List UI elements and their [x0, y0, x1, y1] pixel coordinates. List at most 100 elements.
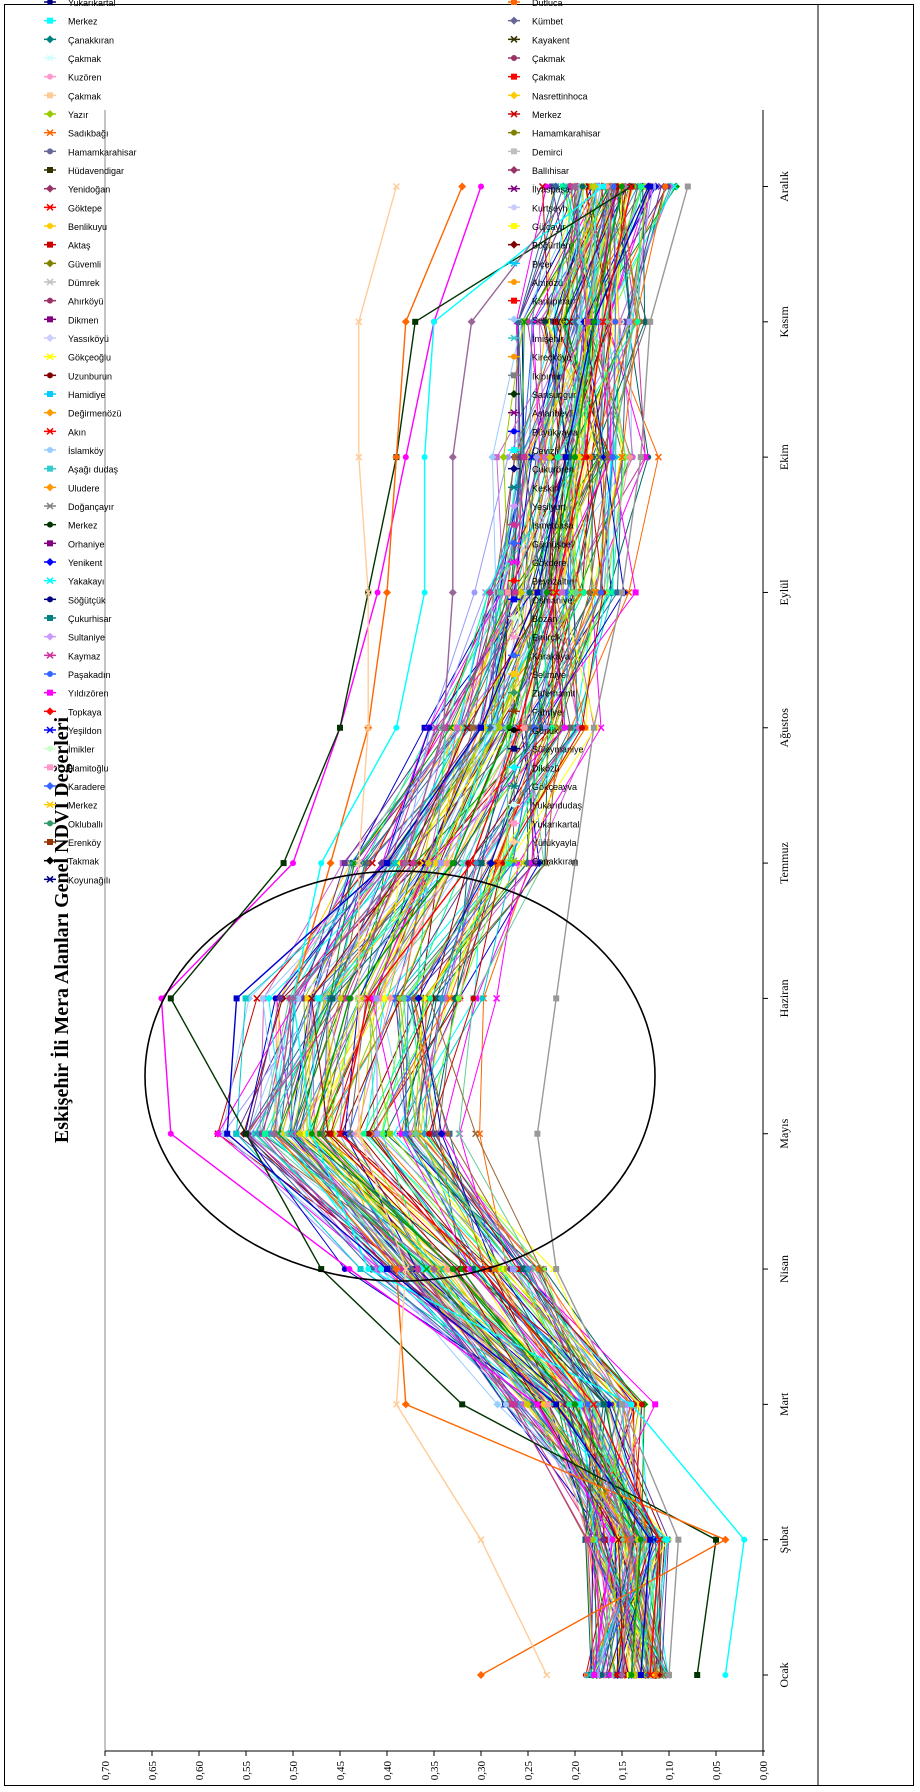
data-point [590, 1400, 598, 1408]
data-point [46, 110, 54, 118]
data-point [619, 1401, 625, 1408]
peak-ellipse [144, 870, 656, 1282]
y-tick-label: 0,70 [100, 1761, 112, 1781]
data-point [675, 1536, 682, 1543]
data-point [424, 995, 431, 1002]
data-point [315, 995, 322, 1002]
series-line [358, 186, 548, 1676]
legend-label: Dümrek [68, 278, 100, 288]
legend-label: Merkez [68, 801, 98, 811]
data-point [437, 1265, 445, 1273]
data-point [577, 1401, 584, 1408]
data-point [543, 1671, 551, 1679]
data-point [467, 317, 476, 326]
series-line [442, 186, 656, 1676]
legend-label: Beyazaltın [532, 577, 574, 587]
data-point [46, 427, 54, 435]
data-point [511, 297, 517, 304]
legend-label: Gökçeoğlu [68, 353, 111, 363]
data-point [485, 723, 494, 732]
data-point [592, 588, 600, 596]
data-point [518, 859, 527, 867]
data-point [47, 372, 53, 379]
legend-label: Benlikuyu [68, 222, 107, 232]
data-point [585, 318, 592, 325]
legend-label: Emircik [532, 633, 562, 643]
data-point [402, 454, 409, 461]
series-line [293, 186, 612, 1676]
legend-label: Doğançayır [68, 502, 114, 512]
legend-label: Kireçköyü [532, 353, 572, 363]
data-point [506, 860, 513, 867]
legend-label: Yürükyayla [532, 838, 577, 848]
legend-label: İsmetpaşa [532, 521, 574, 531]
data-point [357, 1266, 364, 1273]
x-tick-label: Nisan [777, 1255, 791, 1283]
data-point [213, 1129, 222, 1138]
data-point [399, 994, 408, 1003]
data-point [584, 1401, 591, 1408]
data-point [253, 994, 261, 1002]
data-point [622, 1536, 631, 1544]
data-point [575, 454, 582, 461]
data-point [299, 995, 306, 1002]
data-point [552, 318, 559, 325]
data-point [47, 92, 53, 99]
legend-label: Hamamkarahisar [68, 147, 137, 157]
chart-title-group: Eskişehir İli Mera Alanları Genel NDVI D… [49, 716, 73, 1143]
data-point [290, 860, 296, 867]
data-point [427, 995, 434, 1002]
data-point [355, 859, 363, 867]
data-point [652, 1401, 659, 1408]
data-point [652, 1671, 660, 1679]
legend-label: Keskin [532, 483, 559, 493]
data-point [494, 724, 501, 731]
legend-label: Sadıkbağı [68, 129, 109, 139]
legend-label: Değirmenözü [68, 409, 122, 419]
data-point [374, 589, 381, 596]
legend-label: Dikmen [68, 315, 99, 325]
x-tick-label: Ocak [777, 1662, 791, 1687]
data-point [363, 995, 370, 1002]
series-group [308, 183, 644, 1678]
data-point [422, 1265, 431, 1273]
data-point [642, 453, 650, 461]
data-point [634, 318, 641, 325]
data-point [511, 727, 517, 733]
series-line [245, 186, 595, 1676]
legend-wrapper: Yukarıkartal Merkez Çanakkıran Çakmak Kuzöre… [44, 0, 601, 885]
legend-label: Yenikent [68, 558, 103, 568]
data-point [365, 1130, 372, 1137]
data-point [47, 820, 53, 827]
legend-label: Hüdavendigar [68, 166, 124, 176]
legend-label: Yeşilyurt [532, 502, 566, 512]
data-point [495, 859, 503, 867]
series-line [310, 186, 652, 1676]
legend-label: Selimiye [532, 670, 566, 680]
data-point [562, 724, 569, 731]
data-point [589, 1536, 596, 1543]
data-point [595, 453, 603, 461]
data-point [401, 859, 410, 868]
data-point [47, 167, 53, 173]
data-point [46, 483, 54, 492]
data-point [364, 724, 372, 732]
data-point [46, 651, 54, 659]
data-point [47, 297, 53, 304]
legend-label: Söğütçük [68, 595, 106, 605]
data-point [421, 589, 428, 596]
data-point [555, 724, 563, 732]
data-point [603, 453, 611, 461]
data-point [613, 1536, 620, 1543]
data-point [373, 995, 380, 1002]
data-point [471, 1266, 478, 1273]
data-point [167, 995, 174, 1002]
data-point [510, 409, 518, 417]
legend-label: Çakmak [68, 91, 102, 101]
data-point [47, 764, 53, 771]
data-point [431, 318, 437, 325]
data-point [444, 1130, 451, 1137]
data-point [420, 1129, 429, 1138]
legend-label: Orhaniye [68, 539, 105, 549]
data-point [46, 203, 54, 211]
